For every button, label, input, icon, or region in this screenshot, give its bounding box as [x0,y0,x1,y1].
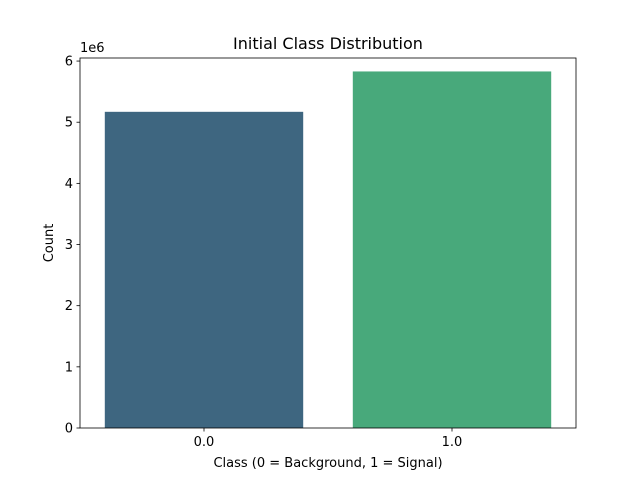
x-axis-label: Class (0 = Background, 1 = Signal) [213,456,442,471]
plot-frame [79,57,577,429]
chart-title: Initial Class Distribution [233,34,423,53]
y-tick-label: 3 [65,238,73,253]
plot-area: 0 1 2 3 4 5 6 0.0 1.0 [65,55,577,450]
y-tick-label: 0 [65,422,73,437]
y-axis-offset-label: 1e6 [80,41,105,56]
y-tick-label: 4 [65,177,73,192]
y-tick-label: 5 [65,116,73,131]
y-tick-label: 1 [65,360,73,375]
bar-1 [352,71,552,429]
y-tick-label: 6 [65,55,73,70]
x-tick-label: 1.0 [442,435,463,450]
bar-0 [104,111,304,429]
x-tick-label: 0.0 [194,435,215,450]
y-axis-label: Count [42,224,57,263]
y-tick-label: 2 [65,299,73,314]
